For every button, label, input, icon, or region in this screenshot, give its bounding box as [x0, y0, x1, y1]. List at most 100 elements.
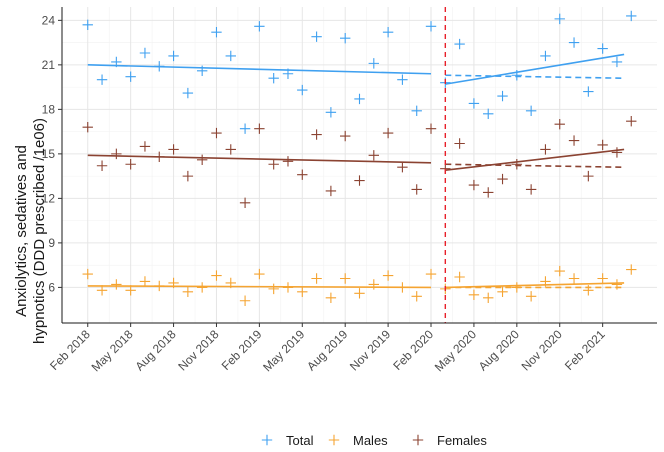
- total-point: [239, 123, 251, 134]
- y-tick-label: 9: [48, 236, 55, 250]
- total-point: [468, 98, 480, 109]
- females-legend-label: Females: [437, 433, 487, 448]
- males-point: [196, 282, 208, 293]
- females-point: [325, 185, 337, 197]
- females-point: [168, 144, 179, 155]
- x-tick-label: Aug 2019: [304, 327, 350, 373]
- total-point: [626, 10, 637, 22]
- males-point: [368, 279, 380, 290]
- y-axis-title-line-2: hypnotics (DDD prescribed /1e06): [31, 118, 48, 344]
- y-tick-labels: 6 9 12 15 18 21 24: [42, 13, 56, 294]
- females-point: [311, 129, 322, 140]
- total-point: [583, 86, 594, 97]
- x-tick-label: Nov 2018: [175, 327, 221, 373]
- males-point: [339, 273, 351, 284]
- males-point: [154, 280, 165, 292]
- total-counterfactual-trend: [445, 74, 625, 80]
- females-point: [382, 127, 394, 139]
- males-trend-post: [445, 282, 625, 289]
- females-point: [411, 184, 422, 195]
- total-point: [254, 21, 265, 32]
- males-point: [568, 273, 580, 284]
- males-point: [468, 289, 480, 301]
- y-tick-label: 12: [42, 191, 56, 205]
- females-point: [497, 173, 508, 185]
- females-point: [611, 147, 623, 158]
- females-point: [182, 170, 194, 182]
- total-point: [125, 71, 136, 82]
- females-point: [268, 159, 279, 170]
- total-point: [497, 90, 508, 102]
- x-tick-label: May 2018: [89, 327, 136, 374]
- data-points: [82, 10, 637, 306]
- total-point: [196, 65, 208, 76]
- females-point: [125, 159, 136, 170]
- total-point: [454, 38, 465, 50]
- females-point: [554, 119, 565, 130]
- females-point: [468, 179, 480, 191]
- males-point: [254, 268, 265, 280]
- females-point: [397, 162, 408, 173]
- males-point: [96, 285, 108, 296]
- males-point: [225, 277, 236, 289]
- legend: Total Males Females: [261, 433, 487, 448]
- males-point: [554, 265, 565, 277]
- females-point: [540, 144, 551, 155]
- females-point: [111, 148, 122, 160]
- females-point: [626, 116, 637, 127]
- males-legend-label: Males: [353, 433, 388, 448]
- males-point: [425, 268, 437, 280]
- x-tick-label: Feb 2018: [47, 327, 93, 373]
- females-point: [196, 154, 208, 166]
- total-point: [554, 13, 565, 25]
- x-tick-label: Nov 2020: [519, 327, 565, 373]
- total-point: [282, 68, 294, 79]
- total-point: [211, 27, 222, 38]
- axes: [58, 7, 657, 327]
- total-point: [139, 47, 151, 59]
- grid-minor: [62, 7, 657, 323]
- total-point: [511, 70, 523, 81]
- x-tick-label: Feb 2020: [390, 327, 436, 373]
- males-point: [297, 286, 308, 298]
- total-trend-post: [445, 53, 625, 85]
- females-point: [354, 175, 365, 186]
- total-point: [311, 31, 322, 42]
- females-point: [139, 141, 151, 152]
- females-point: [254, 123, 265, 134]
- total-legend-label: Total: [286, 433, 314, 448]
- females-point: [211, 127, 222, 139]
- males-point: [211, 270, 222, 281]
- x-tick-label: Nov 2019: [347, 327, 393, 373]
- males-point: [354, 288, 365, 299]
- total-point: [182, 87, 194, 99]
- x-tick-label: May 2019: [260, 327, 307, 374]
- males-point: [125, 285, 136, 296]
- females-point: [597, 139, 608, 151]
- total-point: [368, 58, 380, 69]
- total-point: [483, 108, 494, 120]
- females-point: [82, 121, 93, 133]
- males-point: [111, 279, 122, 290]
- males-legend-key: [328, 434, 340, 446]
- males-point: [483, 292, 494, 303]
- x-tick-label: Feb 2019: [219, 327, 265, 373]
- males-point: [497, 286, 508, 298]
- males-point: [511, 282, 523, 293]
- males-point: [311, 273, 322, 284]
- x-tick-label: Aug 2018: [132, 327, 178, 373]
- y-tick-label: 18: [42, 102, 56, 116]
- total-point: [568, 37, 580, 48]
- males-point: [325, 292, 337, 303]
- males-point: [626, 264, 637, 275]
- trend-lines: [87, 53, 625, 289]
- total-point: [82, 19, 93, 31]
- males-point: [382, 270, 394, 281]
- total-legend-key: [261, 434, 273, 446]
- males-point: [282, 282, 294, 293]
- males-point: [82, 268, 93, 280]
- females-point: [525, 184, 537, 195]
- x-tick-label: Aug 2020: [476, 327, 522, 373]
- males-point: [454, 271, 465, 283]
